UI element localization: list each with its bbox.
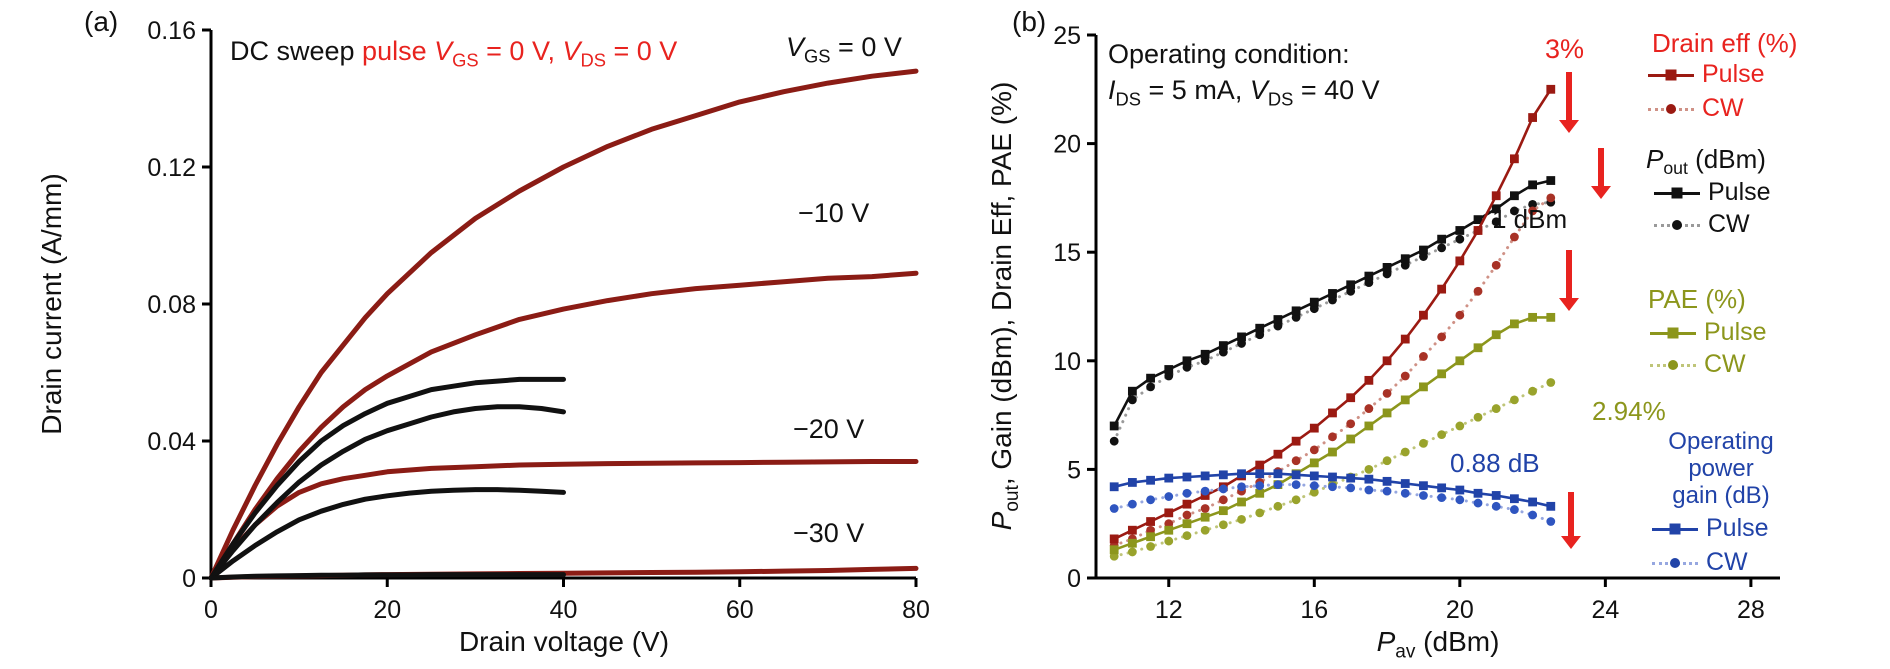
svg-text:24: 24: [1591, 596, 1619, 624]
panel-a-measurement-condition: DC sweep pulse VGS = 0 V, VDS = 0 V: [230, 36, 677, 71]
panel-b-y-axis-title: Pout, Gain (dBm), Drain Eff, PAE (%): [986, 82, 1024, 531]
svg-text:0.08: 0.08: [147, 291, 196, 319]
curve-label-minus-30: −30 V: [793, 518, 864, 549]
annotation-gain-drop: 0.88 dB: [1450, 448, 1540, 479]
legend-pout-title: Pout (dBm): [1646, 144, 1766, 179]
pae-drop-arrow-icon: [1566, 250, 1572, 298]
svg-text:0: 0: [182, 565, 196, 593]
legend-gain-cw: CW: [1652, 548, 1748, 577]
legend-cw-label: CW: [1708, 210, 1750, 239]
pulse-square-marker-icon: [1650, 325, 1696, 341]
svg-text:20: 20: [1053, 131, 1081, 159]
legend-drain-eff-title: Drain eff (%): [1652, 28, 1797, 59]
legend-gain-pulse: Pulse: [1652, 514, 1769, 543]
legend-cw-label: CW: [1704, 350, 1746, 379]
svg-text:20: 20: [1446, 596, 1474, 624]
legend-drain-eff-pulse: Pulse: [1648, 60, 1765, 89]
panel-a-x-axis-title: Drain voltage (V): [459, 626, 669, 658]
svg-text:16: 16: [1300, 596, 1328, 624]
svg-text:28: 28: [1737, 596, 1765, 624]
panel-a-y-axis-title: Drain current (A/mm): [36, 173, 68, 434]
operating-condition-line1: Operating condition:: [1108, 36, 1380, 72]
annotation-pae-drop: 2.94%: [1592, 396, 1666, 427]
pout-drop-arrow-icon: [1598, 148, 1604, 186]
pulse-square-marker-icon: [1654, 185, 1700, 201]
cw-circle-marker-icon: [1648, 101, 1694, 117]
dc-sweep-text: DC sweep: [230, 36, 362, 66]
legend-pout-pulse: Pulse: [1654, 178, 1771, 207]
svg-text:5: 5: [1067, 456, 1081, 484]
legend-cw-label: CW: [1706, 548, 1748, 577]
svg-text:0.04: 0.04: [147, 428, 196, 456]
svg-text:0: 0: [204, 596, 218, 624]
legend-gain-title: Operating power gain (dB): [1636, 428, 1806, 509]
svg-text:60: 60: [726, 596, 754, 624]
svg-text:20: 20: [373, 596, 401, 624]
gain-drop-arrow-icon: [1568, 492, 1574, 536]
svg-text:80: 80: [902, 596, 930, 624]
curve-label-vgs-0: VGS = 0 V: [786, 32, 902, 67]
legend-drain-eff-cw: CW: [1648, 94, 1744, 123]
panel-a-label: (a): [84, 6, 118, 38]
curve-label-minus-20: −20 V: [793, 414, 864, 445]
pulse-condition-text: pulse VGS = 0 V, VDS = 0 V: [362, 36, 677, 66]
svg-text:0: 0: [1067, 565, 1081, 593]
annotation-pout-drop: 1 dBm: [1492, 204, 1567, 235]
legend-pae-cw: CW: [1650, 350, 1746, 379]
legend-pulse-label: Pulse: [1706, 514, 1769, 543]
drain-eff-drop-arrow-icon: [1566, 72, 1572, 120]
legend-pulse-label: Pulse: [1708, 178, 1771, 207]
svg-text:25: 25: [1053, 22, 1081, 50]
legend-pae-title: PAE (%): [1648, 284, 1746, 315]
legend-pout-cw: CW: [1654, 210, 1750, 239]
cw-circle-marker-icon: [1650, 357, 1696, 373]
legend-pae-pulse: Pulse: [1650, 318, 1767, 347]
svg-text:0.16: 0.16: [147, 17, 196, 45]
svg-text:15: 15: [1053, 239, 1081, 267]
annotation-drain-eff-drop: 3%: [1545, 34, 1584, 65]
curve-label-minus-10: −10 V: [798, 198, 869, 229]
panel-b-x-axis-title: Pav (dBm): [1377, 626, 1500, 664]
cw-circle-marker-icon: [1652, 555, 1698, 571]
operating-condition-line2: IDS = 5 mA, VDS = 40 V: [1108, 72, 1380, 117]
cw-circle-marker-icon: [1654, 217, 1700, 233]
svg-text:40: 40: [550, 596, 578, 624]
plots-canvas: 0 20 40 60 80 0 0.04 0.08 0.12 0.16 12 16 20 24 28 0 5 1…: [0, 0, 1890, 669]
svg-text:0.12: 0.12: [147, 154, 196, 182]
panel-b-operating-condition: Operating condition: IDS = 5 mA, VDS = 4…: [1108, 36, 1380, 117]
svg-text:10: 10: [1053, 348, 1081, 376]
svg-text:12: 12: [1155, 596, 1183, 624]
pulse-square-marker-icon: [1652, 521, 1698, 537]
legend-pulse-label: Pulse: [1702, 60, 1765, 89]
figure: 0 20 40 60 80 0 0.04 0.08 0.12 0.16 12 16 20 24 28 0 5 1…: [0, 0, 1890, 669]
legend-cw-label: CW: [1702, 94, 1744, 123]
pulse-square-marker-icon: [1648, 67, 1694, 83]
panel-b-label: (b): [1012, 6, 1046, 38]
legend-pulse-label: Pulse: [1704, 318, 1767, 347]
